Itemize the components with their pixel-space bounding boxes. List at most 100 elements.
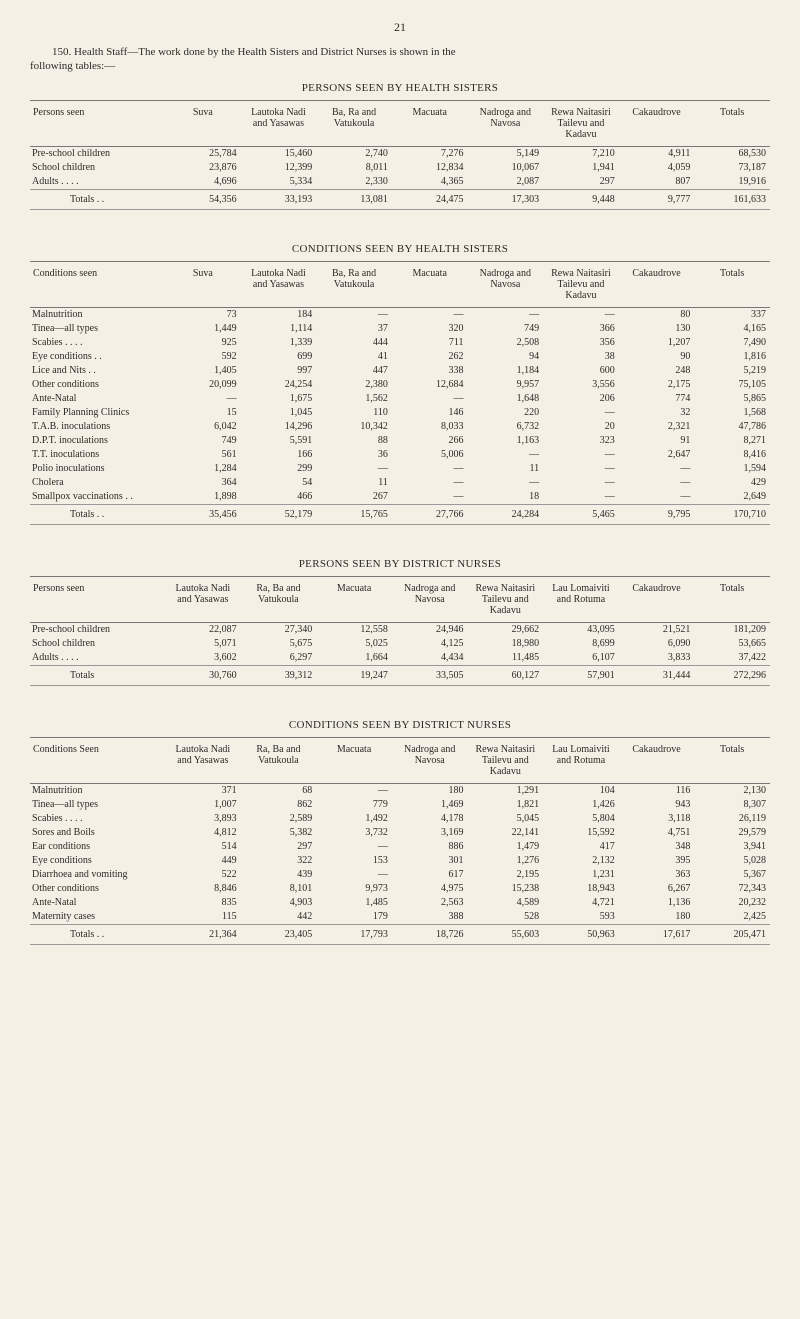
row-label: Lice and Nits . . bbox=[30, 364, 165, 378]
cell-value: 337 bbox=[694, 307, 770, 322]
column-header: Lautoka Nadi and Yasawas bbox=[165, 737, 241, 783]
cell-value: 5,591 bbox=[241, 434, 317, 448]
totals-value: 23,405 bbox=[241, 924, 317, 944]
row-label: Diarrhoea and vomiting bbox=[30, 868, 165, 882]
row-label: Eye conditions . . bbox=[30, 350, 165, 364]
cell-value: 18,943 bbox=[543, 882, 619, 896]
row-label: Malnutrition bbox=[30, 307, 165, 322]
cell-value: 7,276 bbox=[392, 146, 468, 161]
cell-value: 3,556 bbox=[543, 378, 619, 392]
totals-value: 9,777 bbox=[619, 189, 695, 209]
cell-value: 1,291 bbox=[468, 783, 544, 798]
cell-value: 1,485 bbox=[316, 896, 392, 910]
column-header: Lau Lomaiviti and Rotuma bbox=[543, 737, 619, 783]
cell-value: 25,784 bbox=[165, 146, 241, 161]
cell-value: 267 bbox=[316, 490, 392, 505]
totals-value: 272,296 bbox=[694, 665, 770, 685]
cell-value: 886 bbox=[392, 840, 468, 854]
cell-value: 20,232 bbox=[694, 896, 770, 910]
intro-line1: 150. Health Staff—The work done by the H… bbox=[52, 46, 456, 58]
totals-row: Totals30,76039,31219,24733,50560,12757,9… bbox=[30, 665, 770, 685]
table-row: Sores and Boils4,8125,3823,7323,16922,14… bbox=[30, 826, 770, 840]
cell-value: — bbox=[543, 406, 619, 420]
table4: Conditions SeenLautoka Nadi and YasawasR… bbox=[30, 737, 770, 956]
table-row: Tinea—all types1,0078627791,4691,8211,42… bbox=[30, 798, 770, 812]
cell-value: 297 bbox=[543, 175, 619, 190]
cell-value: 1,469 bbox=[392, 798, 468, 812]
cell-value: 1,163 bbox=[468, 434, 544, 448]
cell-value: 417 bbox=[543, 840, 619, 854]
cell-value: 24,254 bbox=[241, 378, 317, 392]
cell-value: 68,530 bbox=[694, 146, 770, 161]
table-row: Adults . . . .3,6026,2971,6644,43411,485… bbox=[30, 651, 770, 666]
cell-value: 11 bbox=[316, 476, 392, 490]
totals-value: 15,765 bbox=[316, 504, 392, 524]
table-row: Ante-Natal8354,9031,4852,5634,5894,7211,… bbox=[30, 896, 770, 910]
cell-value: 3,169 bbox=[392, 826, 468, 840]
cell-value: 5,071 bbox=[165, 637, 241, 651]
cell-value: 3,833 bbox=[619, 651, 695, 666]
totals-row: Totals . .35,45652,17915,76527,76624,284… bbox=[30, 504, 770, 524]
row-label: Ante-Natal bbox=[30, 392, 165, 406]
cell-value: 1,405 bbox=[165, 364, 241, 378]
table-row: Malnutrition73184————80337 bbox=[30, 307, 770, 322]
cell-value: — bbox=[468, 476, 544, 490]
cell-value: — bbox=[392, 392, 468, 406]
row-label: T.A.B. inoculations bbox=[30, 420, 165, 434]
cell-value: 4,178 bbox=[392, 812, 468, 826]
table1-title: PERSONS SEEN BY HEALTH SISTERS bbox=[30, 82, 770, 94]
cell-value: 1,007 bbox=[165, 798, 241, 812]
cell-value: 47,786 bbox=[694, 420, 770, 434]
row-label: Pre-school children bbox=[30, 146, 165, 161]
row-label: Adults . . . . bbox=[30, 175, 165, 190]
totals-value: 57,901 bbox=[543, 665, 619, 685]
cell-value: — bbox=[619, 490, 695, 505]
cell-value: 1,664 bbox=[316, 651, 392, 666]
cell-value: 449 bbox=[165, 854, 241, 868]
cell-value: 20 bbox=[543, 420, 619, 434]
cell-value: 299 bbox=[241, 462, 317, 476]
cell-value: 2,330 bbox=[316, 175, 392, 190]
row-label: School children bbox=[30, 637, 165, 651]
column-header: Macuata bbox=[392, 261, 468, 307]
cell-value: 395 bbox=[619, 854, 695, 868]
cell-value: 1,276 bbox=[468, 854, 544, 868]
cell-value: 835 bbox=[165, 896, 241, 910]
column-header: Rewa Naitasiri Tailevu and Kadavu bbox=[468, 737, 544, 783]
table-row: Tinea—all types1,4491,114373207493661304… bbox=[30, 322, 770, 336]
cell-value: 8,416 bbox=[694, 448, 770, 462]
row-label: Tinea—all types bbox=[30, 798, 165, 812]
table-row: Adults . . . .4,6965,3342,3304,3652,0872… bbox=[30, 175, 770, 190]
cell-value: — bbox=[468, 307, 544, 322]
table3: Persons seenLautoka Nadi and YasawasRa, … bbox=[30, 576, 770, 697]
cell-value: — bbox=[543, 307, 619, 322]
totals-value: 33,193 bbox=[241, 189, 317, 209]
cell-value: 1,184 bbox=[468, 364, 544, 378]
cell-value: 1,562 bbox=[316, 392, 392, 406]
cell-value: 514 bbox=[165, 840, 241, 854]
cell-value: 466 bbox=[241, 490, 317, 505]
cell-value: 1,479 bbox=[468, 840, 544, 854]
cell-value: 561 bbox=[165, 448, 241, 462]
cell-value: 862 bbox=[241, 798, 317, 812]
table-row: D.P.T. inoculations7495,591882661,163323… bbox=[30, 434, 770, 448]
cell-value: 4,751 bbox=[619, 826, 695, 840]
column-header: Totals bbox=[694, 576, 770, 622]
cell-value: 12,834 bbox=[392, 161, 468, 175]
row-label: Family Planning Clinics bbox=[30, 406, 165, 420]
cell-value: 24,946 bbox=[392, 622, 468, 637]
cell-value: 593 bbox=[543, 910, 619, 925]
cell-value: 749 bbox=[165, 434, 241, 448]
cell-value: 388 bbox=[392, 910, 468, 925]
cell-value: 184 bbox=[241, 307, 317, 322]
totals-value: 24,284 bbox=[468, 504, 544, 524]
row-label: D.P.T. inoculations bbox=[30, 434, 165, 448]
cell-value: 2,321 bbox=[619, 420, 695, 434]
cell-value: 528 bbox=[468, 910, 544, 925]
totals-value: 17,303 bbox=[468, 189, 544, 209]
cell-value: 925 bbox=[165, 336, 241, 350]
cell-value: 5,804 bbox=[543, 812, 619, 826]
cell-value: 444 bbox=[316, 336, 392, 350]
cell-value: 320 bbox=[392, 322, 468, 336]
cell-value: 11 bbox=[468, 462, 544, 476]
